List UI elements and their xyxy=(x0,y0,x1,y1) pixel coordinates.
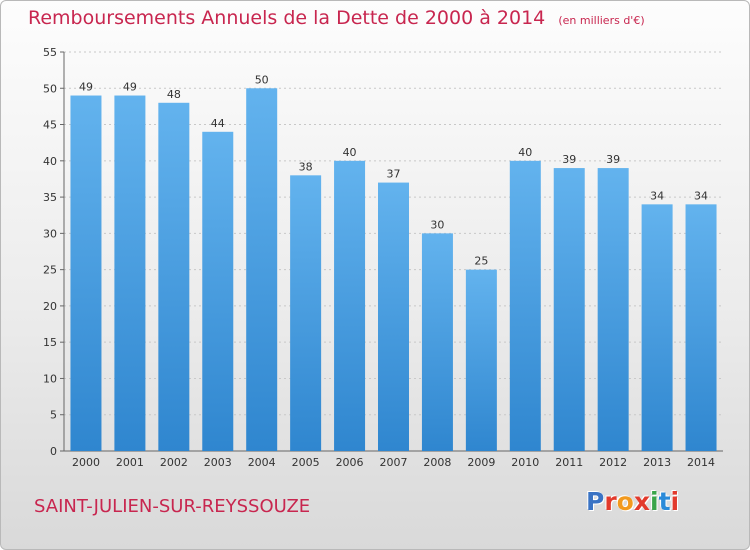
x-tick-label-2011: 2011 xyxy=(555,456,583,469)
value-label-2005: 38 xyxy=(299,160,313,173)
y-tick-label-50: 50 xyxy=(43,82,57,95)
value-label-2000: 49 xyxy=(79,81,93,94)
labels: 0 5 10 15 20 25 30 35 40 45 50 55 49 2000 49 2001 48 2002… xyxy=(43,46,715,469)
bar-2008 xyxy=(421,233,453,451)
x-tick-label-2010: 2010 xyxy=(511,456,539,469)
x-tick-label-2002: 2002 xyxy=(160,456,188,469)
x-tick-label-2000: 2000 xyxy=(72,456,100,469)
value-label-2007: 37 xyxy=(387,168,401,181)
logo-letter: P xyxy=(586,487,605,516)
x-tick-label-2014: 2014 xyxy=(687,456,715,469)
bar-2009 xyxy=(465,269,497,451)
bar-2010 xyxy=(509,160,541,451)
value-label-2002: 48 xyxy=(167,88,181,101)
value-label-2008: 30 xyxy=(430,218,444,231)
value-label-2013: 34 xyxy=(650,189,664,202)
x-tick-label-2009: 2009 xyxy=(467,456,495,469)
value-label-2010: 40 xyxy=(518,146,532,159)
bar-2001 xyxy=(114,95,146,451)
value-label-2012: 39 xyxy=(606,153,620,166)
y-tick-label-0: 0 xyxy=(50,445,57,458)
bar-2007 xyxy=(378,182,409,451)
x-tick-label-2008: 2008 xyxy=(423,456,451,469)
y-tick-label-25: 25 xyxy=(43,264,57,277)
chart-title: Remboursements Annuels de la Dette de 20… xyxy=(28,7,546,29)
y-tick-label-20: 20 xyxy=(43,300,57,313)
bar-2006 xyxy=(334,160,366,451)
x-tick-label-2012: 2012 xyxy=(599,456,627,469)
value-label-2009: 25 xyxy=(474,255,488,268)
x-tick-label-2004: 2004 xyxy=(248,456,276,469)
x-tick-label-2001: 2001 xyxy=(116,456,144,469)
y-tick-label-15: 15 xyxy=(43,336,57,349)
y-tick-label-35: 35 xyxy=(43,191,57,204)
bar-2004 xyxy=(246,88,278,451)
logo-letter: r xyxy=(604,487,617,516)
y-tick-label-40: 40 xyxy=(43,155,57,168)
logo-letter: t xyxy=(658,487,671,516)
bar-2012 xyxy=(597,168,629,451)
bar-2000 xyxy=(70,95,102,451)
y-tick-label-45: 45 xyxy=(43,119,57,132)
value-label-2003: 44 xyxy=(211,117,225,130)
x-tick-label-2005: 2005 xyxy=(292,456,320,469)
bar-2013 xyxy=(641,204,673,451)
proxiti-logo: Proxiti xyxy=(586,487,679,516)
y-tick-label-10: 10 xyxy=(43,372,57,385)
chart-subtitle: (en milliers d'€) xyxy=(558,14,645,27)
logo-letter: o xyxy=(616,487,634,516)
bars xyxy=(70,88,717,452)
value-label-2014: 34 xyxy=(694,189,708,202)
logo-letter: i xyxy=(670,487,680,516)
value-label-2011: 39 xyxy=(562,153,576,166)
x-tick-label-2007: 2007 xyxy=(380,456,408,469)
bar-2014 xyxy=(685,204,717,451)
y-tick-label-5: 5 xyxy=(50,409,57,422)
logo-letter: x xyxy=(633,487,650,516)
y-tick-label-55: 55 xyxy=(43,46,57,59)
bar-2002 xyxy=(158,102,190,452)
commune-name: SAINT-JULIEN-SUR-REYSSOUZE xyxy=(34,496,311,517)
x-tick-label-2003: 2003 xyxy=(204,456,232,469)
logo-letter: i xyxy=(650,487,659,516)
value-label-2001: 49 xyxy=(123,81,137,94)
bar-2003 xyxy=(202,131,234,452)
bar-2011 xyxy=(553,168,585,451)
x-tick-label-2013: 2013 xyxy=(643,456,671,469)
value-label-2004: 50 xyxy=(255,73,269,86)
y-tick-label-30: 30 xyxy=(43,227,57,240)
value-label-2006: 40 xyxy=(343,146,357,159)
bar-2005 xyxy=(290,175,322,451)
x-tick-label-2006: 2006 xyxy=(336,456,364,469)
title-row: Remboursements Annuels de la Dette de 20… xyxy=(28,7,645,29)
